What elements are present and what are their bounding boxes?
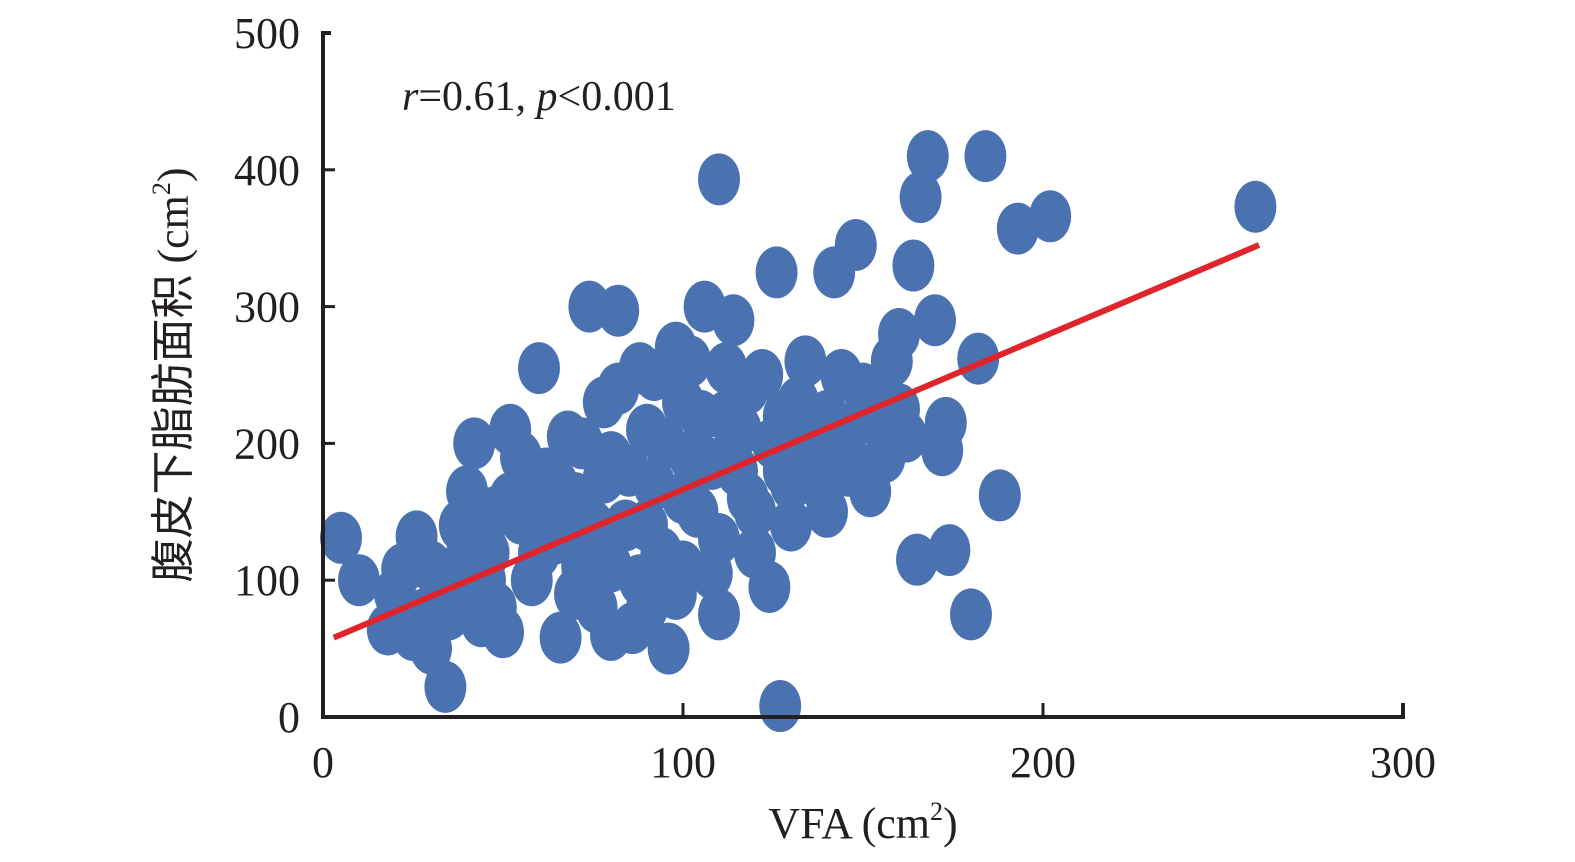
data-point	[626, 499, 668, 552]
data-point	[669, 335, 712, 388]
data-point	[906, 130, 949, 183]
data-point	[338, 554, 380, 607]
data-point	[633, 349, 676, 401]
y-ticks: 0 100 200 300 400 500	[234, 9, 335, 742]
regression-line	[332, 242, 1261, 641]
data-point	[518, 342, 560, 395]
data-point	[582, 451, 625, 504]
data-point	[698, 588, 740, 641]
data-point	[762, 390, 805, 443]
data-point	[460, 595, 503, 648]
data-point	[597, 362, 640, 415]
x-axis-title-sup: 2	[930, 797, 943, 826]
y-tick-label: 400	[234, 146, 300, 195]
data-point	[964, 130, 1007, 183]
x-tick-label: 0	[312, 738, 334, 787]
y-tick-label: 500	[234, 9, 300, 58]
r-value: =0.61,	[418, 74, 536, 120]
data-point	[878, 307, 920, 360]
data-point	[784, 335, 827, 388]
data-point	[539, 611, 582, 664]
data-point	[1029, 190, 1072, 243]
data-point	[899, 171, 942, 224]
data-point	[914, 294, 956, 347]
data-point	[748, 561, 791, 614]
data-point	[798, 417, 841, 470]
points-layer	[320, 130, 1277, 733]
data-point	[590, 608, 632, 661]
data-point	[554, 567, 596, 620]
data-point	[950, 588, 992, 641]
y-tick-label: 100	[234, 556, 300, 605]
data-point	[924, 396, 967, 449]
x-axis-title-text: VFA (cm	[768, 799, 930, 848]
data-point	[510, 458, 553, 511]
y-axis-title-end: )	[149, 167, 198, 182]
data-point	[1234, 180, 1277, 233]
correlation-annotation: r=0.61, p<0.001	[402, 74, 676, 120]
data-point	[978, 469, 1021, 522]
x-tick-label: 100	[650, 738, 716, 787]
data-point	[446, 526, 488, 579]
y-tick-label: 0	[278, 693, 300, 742]
r-symbol: r	[402, 74, 419, 120]
x-axis-title: VFA (cm2)	[768, 797, 957, 848]
data-point	[597, 284, 640, 337]
data-point	[863, 403, 906, 456]
data-point	[806, 485, 848, 538]
data-point	[734, 485, 776, 538]
data-point	[827, 444, 870, 497]
p-value: <0.001	[558, 74, 676, 120]
data-point	[896, 533, 938, 586]
data-point	[996, 202, 1039, 255]
y-tick-label: 200	[234, 419, 300, 468]
data-point	[755, 246, 798, 299]
data-point	[842, 362, 884, 415]
data-point	[662, 540, 704, 593]
data-point	[453, 417, 496, 470]
data-point	[626, 581, 668, 634]
data-point	[770, 499, 812, 552]
data-point	[759, 680, 802, 733]
x-tick-label: 300	[1370, 738, 1436, 787]
data-point	[647, 622, 690, 675]
p-symbol: p	[534, 74, 558, 120]
y-axis-title-sup: 2	[147, 182, 176, 195]
data-point	[726, 362, 769, 415]
data-point	[320, 511, 362, 564]
x-ticks: 0 100 200 300	[312, 703, 1436, 787]
data-point	[392, 608, 434, 661]
x-tick-label: 200	[1010, 738, 1076, 787]
data-point	[644, 417, 686, 470]
data-point	[892, 239, 935, 292]
data-point	[428, 588, 470, 641]
x-axis-title-end: )	[943, 799, 958, 848]
data-point	[474, 485, 517, 538]
data-point	[410, 540, 452, 593]
y-axis-title-text: 腹皮下脂肪面积 (cm	[149, 195, 198, 582]
data-point	[698, 153, 740, 206]
data-point	[698, 513, 740, 566]
data-point	[770, 458, 812, 511]
y-axis-title: 腹皮下脂肪面积 (cm2)	[147, 167, 198, 582]
data-point	[928, 524, 971, 577]
y-tick-label: 300	[234, 283, 300, 332]
data-point	[712, 294, 755, 347]
data-point	[690, 437, 733, 490]
data-point	[834, 219, 877, 272]
data-point	[424, 660, 467, 713]
